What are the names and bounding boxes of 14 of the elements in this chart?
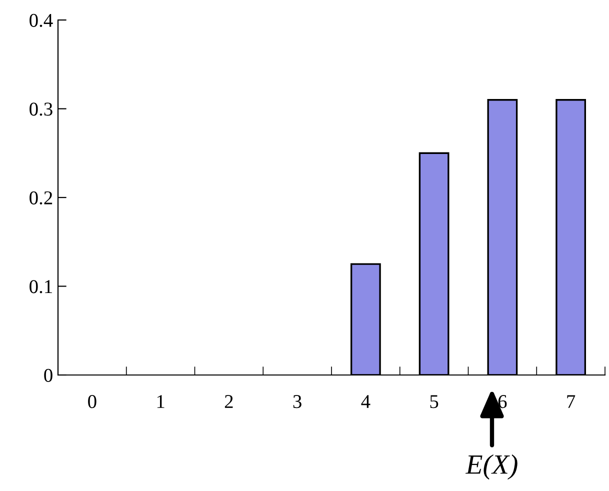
- y-tick-label: 0: [44, 368, 52, 382]
- y-tick-label: 0.4: [30, 14, 53, 28]
- text: E(X): [465, 454, 518, 480]
- y-tick-label: 0.3: [30, 102, 52, 116]
- x-tick-label: 3: [293, 395, 302, 408]
- x-tick-label: 1: [157, 395, 164, 408]
- y-tick-label: 0.1: [30, 280, 52, 294]
- x-tick-label: 4: [361, 395, 370, 408]
- x-tick-label: 2: [224, 395, 233, 408]
- x-tick-label: 5: [430, 395, 438, 408]
- y-tick-label: 0.2: [30, 191, 52, 205]
- x-tick-label: 6: [498, 395, 507, 408]
- x-tick-label: 0: [88, 395, 96, 408]
- x-tick-label: 7: [567, 395, 576, 408]
